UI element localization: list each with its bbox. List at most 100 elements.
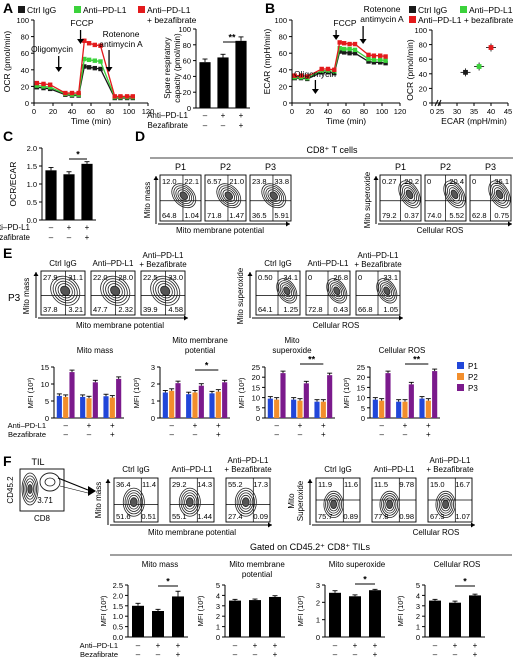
panel-e-bar-title: Cellular ROS	[379, 346, 426, 355]
panel-b-y-tick-label: 80	[279, 33, 287, 42]
panel-f-col-label: + Bezafibrate	[426, 465, 474, 474]
panel-d-y-arrow-2-head	[373, 176, 379, 180]
panel-f-flow-mito-contour	[234, 487, 257, 517]
panel-d-flow-mito-frame	[159, 174, 202, 222]
panel-f-treat-beza-sign: +	[373, 650, 378, 659]
panel-f-flow-mito-q-ul: 55.2	[228, 480, 243, 489]
panel-c-treat-anti-sign: +	[67, 223, 72, 232]
panel-e-flow-mito-contour	[110, 285, 121, 296]
panel-f-treat-beza-sign: –	[156, 650, 161, 659]
panel-f-bars-1-y-tick-label: 0.5	[113, 623, 123, 632]
panel-e-flow-ros-contour	[283, 286, 291, 296]
panel-d-flow-mito-contour	[220, 187, 238, 205]
panel-a-spare-y-tick-label: 60	[183, 57, 191, 66]
panel-e-bars-4-bar-P2	[402, 401, 408, 418]
panel-f-bars-3-y-tick-label: 1	[316, 616, 320, 625]
panel-f-flow-ros-contour	[381, 493, 399, 516]
panel-d-flow-ros-contour	[403, 187, 416, 202]
panel-a-point	[82, 64, 87, 69]
panel-a-point	[34, 83, 40, 88]
panel-e-bars-2-y-tick-label: 1	[151, 397, 155, 406]
panel-b-y-tick-label: 100	[274, 16, 287, 25]
panel-e-flow-mito-contour	[60, 285, 71, 296]
panel-e-treat-beza-sign: –	[379, 430, 384, 439]
panel-f-flow-mito-contour	[124, 490, 143, 515]
panel-d-flow-mito-frame	[249, 174, 292, 222]
panel-e-flow-ros-contour	[381, 284, 393, 298]
panel-c-y-tick-label: 2.0	[27, 144, 37, 153]
panel-a-spare-bar	[235, 40, 247, 108]
panel-f-gating-contour	[21, 472, 39, 506]
panel-b-scatter-x-tick-label: 25	[436, 107, 444, 116]
panel-e-bars-1-bar-P2	[63, 396, 69, 418]
panel-d-flow-mito-contour	[216, 183, 242, 209]
panel-b-x-tick-label: 0	[290, 107, 294, 116]
panel-d-flow-mito-q-ur: 21.0	[229, 177, 244, 186]
panel-b-point	[352, 47, 358, 53]
panel-a-point	[112, 94, 117, 99]
panel-e-flow-mito-contour	[100, 275, 131, 306]
panel-b-scatter-x-tick-label: 30	[453, 107, 461, 116]
panel-f-bars-3-sig: *	[363, 575, 367, 585]
panel-f-flow-ros-q-ul: 11.5	[374, 480, 388, 489]
panel-e-bars-1-bar-P1	[103, 396, 109, 418]
panel-c-treat-beza-sign: –	[49, 233, 54, 242]
panel-e-treat-anti-label: Anti–PD-L1	[8, 421, 46, 430]
panel-b-point	[332, 67, 337, 72]
panel-a-x-tick-label: 100	[123, 107, 136, 116]
panel-d-flow-mito-frame	[204, 174, 247, 222]
panel-e-treat-beza-sign: –	[403, 430, 408, 439]
panel-a-spare-y-label: capacity (pmol/min)	[173, 33, 182, 103]
panel-e-bars-3-sig: **	[308, 355, 316, 365]
panel-b-point	[325, 66, 331, 72]
panel-e-flow-mito-contour	[57, 283, 73, 299]
panel-e-bars-3-y-tick-label: 5	[256, 404, 260, 413]
panel-e-flow-ros-contour	[276, 278, 298, 304]
panel-e-flow-ros-contour	[379, 282, 394, 300]
panel-d-flow-mito-contour	[179, 191, 189, 200]
panel-f-treat-anti-sign: +	[353, 641, 358, 650]
panel-b-scatter-y-tick-label: 60	[419, 55, 427, 64]
panel-f-flow-mito-q-ur: 17.3	[253, 480, 268, 489]
panel-e-flow-mito-contour	[105, 280, 126, 301]
panel-e-treat-anti-sign: +	[403, 421, 408, 430]
panel-c-y-tick-label: 1.5	[27, 162, 37, 171]
panel-f-flow-mito-q-ur: 11.4	[142, 480, 156, 489]
panel-f-treat-anti-sign: –	[136, 641, 141, 650]
panel-d-flow-ros-q-lr: 5.52	[449, 211, 464, 220]
panel-d-flow-mito-contour	[177, 189, 191, 202]
panel-a-point	[82, 56, 87, 62]
panel-d-flow-ros-q-ll: 74.0	[427, 211, 442, 220]
panel-f-bars-4-y-tick-label: 2	[416, 612, 420, 621]
panel-f-y-label: MFI (10³)	[196, 595, 205, 626]
panel-f-flow-mito-contour	[238, 492, 254, 512]
panel-b-x-tick-label: 120	[394, 107, 407, 116]
panel-f-bars-1-sig: *	[166, 577, 170, 587]
panel-c-treat-beza-sign: –	[67, 233, 72, 242]
panel-e-bars-2-y-tick-label: 3	[151, 363, 155, 372]
panel-d-flow-ros-contour	[400, 182, 419, 206]
panel-f-flow-ros-contour	[437, 493, 455, 516]
panel-a-spare-treat-beza-sign: –	[221, 121, 226, 130]
panel-d-flow-ros-q-ur: 36.1	[494, 177, 509, 186]
panel-e-bars-3-bar-P2	[297, 400, 303, 418]
panel-a-point	[118, 94, 123, 99]
panel-b-arrow-fccp-head	[332, 35, 340, 40]
panel-a-spare-treat-beza-label: Bezafibrate	[148, 121, 189, 130]
panel-e-treat-beza-sign: –	[87, 430, 92, 439]
panel-e-flow-ros-q-lr: 1.05	[383, 305, 398, 314]
panel-f-gate-contour	[44, 477, 56, 487]
panel-b-point	[305, 74, 310, 79]
panel-e-treat-beza-sign: +	[321, 430, 326, 439]
panel-d-title: CD8⁺ T cells	[307, 145, 358, 155]
panel-e-flow-mito-contour	[52, 278, 78, 304]
panel-e-flow-ros-q-lr: 0.43	[333, 305, 348, 314]
panel-e-col-label: + Bezafibrate	[354, 260, 402, 269]
panel-e-bars-1-y-tick-label: 10	[41, 380, 49, 389]
panel-f-flow-mito-contour	[126, 492, 142, 512]
panel-b-x-tick-label: 80	[360, 107, 368, 116]
panel-e-bar-title: Mito mass	[77, 346, 113, 355]
legend-ab-label: + bezafibrate	[147, 15, 197, 25]
panel-c-bar	[63, 174, 75, 220]
